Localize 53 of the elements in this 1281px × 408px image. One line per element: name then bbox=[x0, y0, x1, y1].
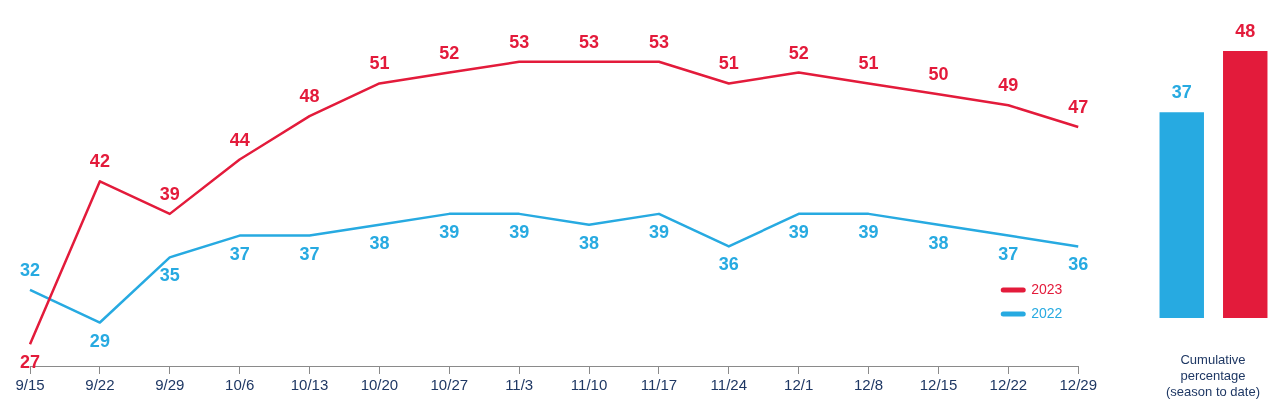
data-label: 50 bbox=[928, 64, 949, 85]
x-tick-label: 12/22 bbox=[989, 376, 1028, 394]
x-tick-label: 10/27 bbox=[430, 376, 469, 394]
legend-label: 2022 bbox=[1031, 304, 1063, 321]
data-label: 37 bbox=[998, 243, 1019, 264]
data-label: 32 bbox=[19, 259, 41, 280]
data-label: 38 bbox=[369, 232, 390, 253]
x-tick-label: 10/6 bbox=[225, 376, 255, 394]
x-tick-label: 12/15 bbox=[919, 376, 958, 394]
data-label: 39 bbox=[439, 221, 460, 242]
x-tick-label: 9/29 bbox=[155, 376, 185, 394]
data-label: 52 bbox=[439, 42, 460, 63]
data-label: 39 bbox=[509, 221, 530, 242]
data-label: 51 bbox=[858, 53, 879, 74]
x-tick-label: 12/1 bbox=[784, 376, 814, 394]
data-label: 51 bbox=[369, 53, 390, 74]
x-tick-label: 12/29 bbox=[1059, 376, 1098, 394]
data-label: 37 bbox=[1171, 82, 1192, 103]
data-label: 53 bbox=[648, 31, 669, 52]
data-label: 39 bbox=[858, 221, 879, 242]
data-label: 48 bbox=[1235, 21, 1256, 42]
data-label: 36 bbox=[718, 254, 739, 275]
x-tick-label: 11/10 bbox=[570, 376, 608, 394]
data-label: 51 bbox=[718, 53, 739, 74]
data-label: 53 bbox=[579, 31, 600, 52]
x-tick-label: 11/3 bbox=[505, 376, 534, 394]
data-label: 44 bbox=[229, 129, 250, 150]
x-tick-label: 9/22 bbox=[85, 376, 115, 394]
x-tick-label: 10/13 bbox=[290, 376, 329, 394]
x-tick-label: 10/20 bbox=[360, 376, 399, 394]
x-tick-label: 11/24 bbox=[710, 376, 748, 394]
data-label: 52 bbox=[788, 42, 809, 63]
data-label: 39 bbox=[648, 221, 669, 242]
data-label: 35 bbox=[159, 265, 180, 286]
data-label: 38 bbox=[928, 232, 949, 253]
data-label: 29 bbox=[89, 330, 110, 351]
legend-label: 2023 bbox=[1031, 280, 1063, 297]
data-label: 37 bbox=[299, 243, 320, 264]
x-tick-label: 11/17 bbox=[640, 376, 678, 394]
data-label: 49 bbox=[998, 75, 1019, 96]
x-axis-title: Cumulative percentage (season to date) bbox=[1165, 352, 1261, 400]
data-label: 42 bbox=[89, 151, 110, 172]
data-label: 36 bbox=[1068, 254, 1089, 275]
data-label: 37 bbox=[229, 243, 250, 264]
x-tick-label: 9/15 bbox=[15, 376, 45, 394]
data-label: 48 bbox=[299, 86, 320, 107]
x-tick-label: 12/8 bbox=[853, 376, 884, 394]
data-label: 27 bbox=[19, 352, 41, 373]
data-label: 53 bbox=[509, 31, 530, 52]
data-label: 39 bbox=[159, 183, 180, 204]
data-label: 39 bbox=[788, 221, 809, 242]
data-label: 38 bbox=[579, 232, 600, 253]
data-label: 47 bbox=[1068, 96, 1089, 117]
